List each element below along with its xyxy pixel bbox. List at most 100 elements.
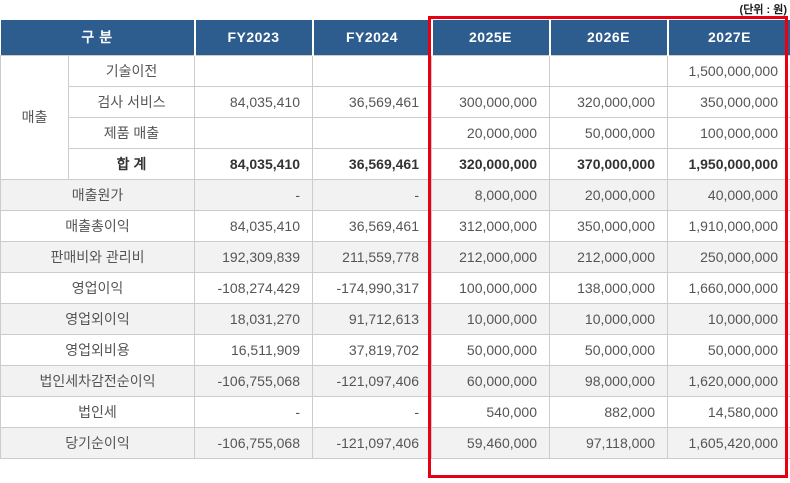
cell-value: 8,000,000 bbox=[431, 178, 550, 211]
cell-value: 84,035,410 bbox=[194, 147, 313, 180]
cell-value: 14,580,000 bbox=[667, 395, 790, 428]
cell-value: 320,000,000 bbox=[549, 85, 668, 118]
row-label: 법인세차감전순이익 bbox=[0, 364, 195, 397]
table-row-net-income: 당기순이익 -106,755,068 -121,097,406 59,460,0… bbox=[0, 426, 790, 459]
cell-value bbox=[194, 116, 313, 149]
unit-note: (단위 : 원) bbox=[739, 4, 787, 16]
revenue-group-label: 매출 bbox=[0, 54, 69, 180]
header-row: 구 분 FY2023 FY2024 2025E 2026E 2027E bbox=[0, 20, 790, 55]
col-header-category: 구 분 bbox=[0, 20, 195, 55]
cell-value: 37,819,702 bbox=[312, 333, 432, 366]
cell-value: 50,000,000 bbox=[431, 333, 550, 366]
cell-value bbox=[549, 54, 668, 87]
row-label: 기술이전 bbox=[68, 54, 195, 87]
table-row-inspection-service: 검사 서비스 84,035,410 36,569,461 300,000,000… bbox=[1, 85, 790, 118]
table-row-gross-profit: 매출총이익 84,035,410 36,569,461 312,000,000 … bbox=[0, 209, 790, 242]
table-row-tech-transfer: 매출 기술이전 1,500,000,000 bbox=[0, 54, 790, 180]
cell-value: 97,118,000 bbox=[549, 426, 668, 459]
cell-value: 16,511,909 bbox=[194, 333, 313, 366]
cell-value: 59,460,000 bbox=[431, 426, 550, 459]
cell-value bbox=[194, 54, 313, 87]
cell-value: 50,000,000 bbox=[549, 333, 668, 366]
cell-value: 100,000,000 bbox=[667, 116, 790, 149]
cell-value: 84,035,410 bbox=[194, 85, 313, 118]
cell-value: - bbox=[194, 395, 313, 428]
cell-value: -106,755,068 bbox=[194, 364, 313, 397]
cell-value: 312,000,000 bbox=[431, 209, 550, 242]
row-label: 영업외비용 bbox=[0, 333, 195, 366]
cell-value bbox=[431, 54, 550, 87]
cell-value: 320,000,000 bbox=[431, 147, 550, 180]
cell-value: -108,274,429 bbox=[194, 271, 313, 304]
cell-value: 1,950,000,000 bbox=[667, 147, 790, 180]
cell-value: 18,031,270 bbox=[194, 302, 313, 335]
cell-value: 20,000,000 bbox=[431, 116, 550, 149]
cell-value bbox=[312, 116, 432, 149]
table-row-non-operating-expense: 영업외비용 16,511,909 37,819,702 50,000,000 5… bbox=[0, 333, 790, 366]
cell-value: 350,000,000 bbox=[667, 85, 790, 118]
col-header-2027e: 2027E bbox=[666, 20, 790, 55]
cell-value: -121,097,406 bbox=[312, 426, 432, 459]
cell-value: 10,000,000 bbox=[431, 302, 550, 335]
cell-value: -121,097,406 bbox=[312, 364, 432, 397]
cell-value: 100,000,000 bbox=[431, 271, 550, 304]
row-label: 매출원가 bbox=[0, 178, 195, 211]
cell-value: 212,000,000 bbox=[431, 240, 550, 273]
table-row-product-sales: 제품 매출 20,000,000 50,000,000 100,000,000 bbox=[1, 116, 790, 149]
row-label: 검사 서비스 bbox=[68, 85, 195, 118]
cell-value: 1,500,000,000 bbox=[667, 54, 790, 87]
table-row-cogs: 매출원가 - - 8,000,000 20,000,000 40,000,000 bbox=[0, 178, 790, 211]
col-header-2026e: 2026E bbox=[548, 20, 668, 55]
cell-value: 36,569,461 bbox=[312, 147, 432, 180]
col-header-2025e: 2025E bbox=[430, 20, 550, 55]
row-label: 매출총이익 bbox=[0, 209, 195, 242]
cell-value: 98,000,000 bbox=[549, 364, 668, 397]
cell-value: - bbox=[194, 178, 313, 211]
cell-value: 50,000,000 bbox=[549, 116, 668, 149]
row-label: 판매비와 관리비 bbox=[0, 240, 195, 273]
row-label: 법인세 bbox=[0, 395, 195, 428]
cell-value: 84,035,410 bbox=[194, 209, 313, 242]
row-label: 영업외이익 bbox=[0, 302, 195, 335]
table-row-non-operating-income: 영업외이익 18,031,270 91,712,613 10,000,000 1… bbox=[0, 302, 790, 335]
cell-value: 36,569,461 bbox=[312, 209, 432, 242]
row-label: 합 계 bbox=[68, 147, 195, 180]
row-label: 당기순이익 bbox=[0, 426, 195, 459]
cell-value: 350,000,000 bbox=[549, 209, 668, 242]
financial-projection-table: 구 분 FY2023 FY2024 2025E 2026E 2027E 매출 기… bbox=[0, 20, 790, 459]
table-body: 매출 기술이전 1,500,000,000 검사 서비스 84,035,410 … bbox=[0, 54, 790, 459]
col-header-fy2023: FY2023 bbox=[193, 20, 313, 55]
cell-value: 882,000 bbox=[549, 395, 668, 428]
row-label: 영업이익 bbox=[0, 271, 195, 304]
table-row-revenue-total: 합 계 84,035,410 36,569,461 320,000,000 37… bbox=[1, 147, 790, 180]
cell-value: 50,000,000 bbox=[667, 333, 790, 366]
cell-value: 60,000,000 bbox=[431, 364, 550, 397]
cell-value: 1,620,000,000 bbox=[667, 364, 790, 397]
cell-value bbox=[312, 54, 432, 87]
cell-value: 10,000,000 bbox=[667, 302, 790, 335]
cell-value: 36,569,461 bbox=[312, 85, 432, 118]
cell-value: 91,712,613 bbox=[312, 302, 432, 335]
cell-value: 10,000,000 bbox=[549, 302, 668, 335]
col-header-fy2024: FY2024 bbox=[311, 20, 432, 55]
cell-value: 212,000,000 bbox=[549, 240, 668, 273]
table-header: 구 분 FY2023 FY2024 2025E 2026E 2027E bbox=[0, 20, 790, 55]
cell-value: -106,755,068 bbox=[194, 426, 313, 459]
table-row-operating-profit: 영업이익 -108,274,429 -174,990,317 100,000,0… bbox=[0, 271, 790, 304]
table-row-sga: 판매비와 관리비 192,309,839 211,559,778 212,000… bbox=[0, 240, 790, 273]
cell-value: 40,000,000 bbox=[667, 178, 790, 211]
cell-value: 370,000,000 bbox=[549, 147, 668, 180]
cell-value: 211,559,778 bbox=[312, 240, 432, 273]
cell-value: 250,000,000 bbox=[667, 240, 790, 273]
cell-value: - bbox=[312, 395, 432, 428]
cell-value: 300,000,000 bbox=[431, 85, 550, 118]
cell-value: - bbox=[312, 178, 432, 211]
cell-value: 540,000 bbox=[431, 395, 550, 428]
table-row-pretax-income: 법인세차감전순이익 -106,755,068 -121,097,406 60,0… bbox=[0, 364, 790, 397]
row-label: 제품 매출 bbox=[68, 116, 195, 149]
cell-value: 20,000,000 bbox=[549, 178, 668, 211]
cell-value: 192,309,839 bbox=[194, 240, 313, 273]
cell-value: -174,990,317 bbox=[312, 271, 432, 304]
cell-value: 1,605,420,000 bbox=[667, 426, 790, 459]
